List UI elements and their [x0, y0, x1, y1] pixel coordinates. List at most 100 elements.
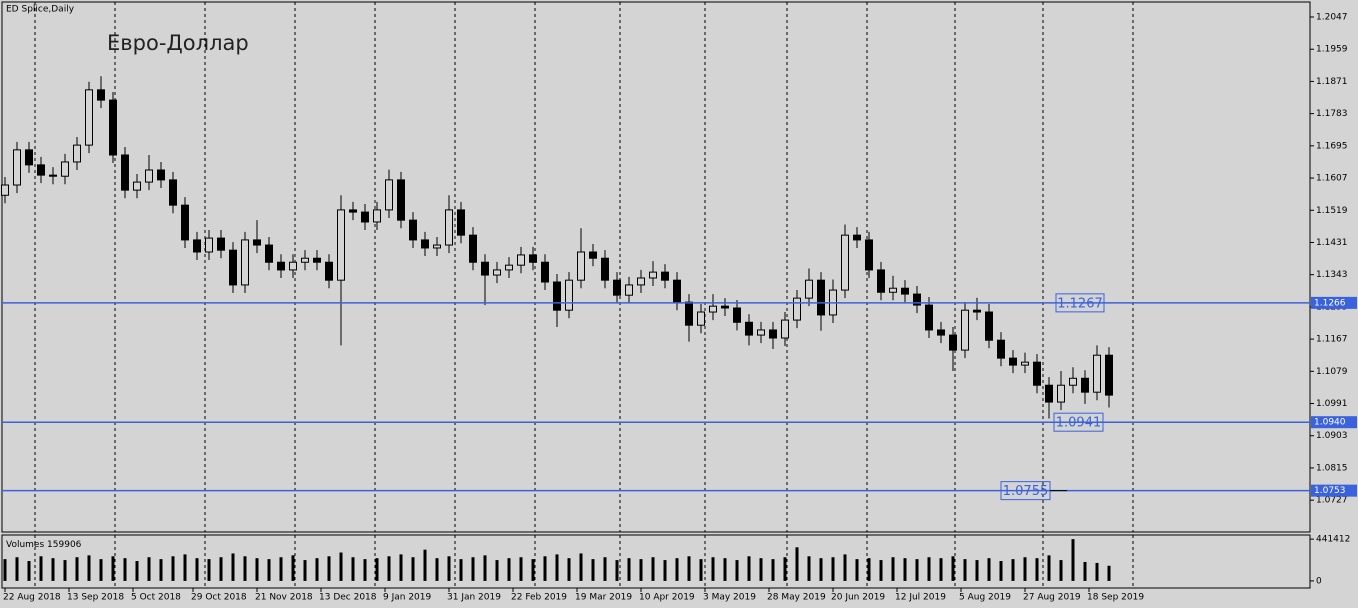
candle-body — [301, 257, 309, 263]
candle-body — [445, 209, 453, 246]
candle-body — [181, 204, 189, 241]
x-tick-label: 29 Oct 2018 — [191, 593, 247, 603]
candle-body — [1009, 357, 1017, 366]
candle-body — [109, 99, 117, 156]
candle-body — [229, 249, 237, 286]
volume-bar — [963, 559, 967, 581]
volume-last: 159906 — [47, 540, 82, 550]
volume-bar — [387, 556, 391, 581]
price-label-bg — [1311, 416, 1357, 429]
volume-bar — [639, 559, 643, 581]
volume-bar — [15, 557, 19, 581]
volume-bar — [75, 557, 79, 581]
volume-bar — [1071, 539, 1075, 581]
candle-body — [865, 239, 873, 271]
x-tick-label: 3 May 2019 — [703, 593, 756, 603]
volume-bar — [447, 556, 451, 581]
candle-body — [25, 149, 33, 166]
candle-body — [589, 251, 597, 259]
candle-body — [325, 261, 333, 281]
volume-bar — [459, 559, 463, 581]
volume-bar — [519, 557, 523, 581]
volume-bar — [1023, 557, 1027, 581]
volume-bar — [555, 554, 559, 581]
volume-tick-label: 441412 — [1316, 535, 1350, 545]
candle-body — [793, 297, 801, 321]
y-tick-label: 1.1783 — [1316, 109, 1348, 119]
x-tick-label: 18 Sep 2019 — [1087, 593, 1144, 603]
candle-body — [781, 319, 789, 339]
volume-bar — [243, 556, 247, 581]
candle-body — [133, 181, 141, 191]
volume-bar — [87, 555, 91, 581]
volume-bar — [615, 560, 619, 581]
candle-body — [949, 334, 957, 351]
candle-body — [745, 321, 753, 336]
volume-bar — [531, 559, 535, 581]
line-label: 1.1267 — [1057, 296, 1103, 311]
x-tick-label: 13 Sep 2018 — [67, 593, 124, 603]
candle-body — [253, 239, 261, 246]
volume-bar — [231, 553, 235, 581]
volume-bar — [591, 559, 595, 581]
y-tick-label: 1.0903 — [1316, 431, 1348, 441]
x-tick-label: 27 Aug 2019 — [1023, 593, 1081, 603]
candle-body — [757, 329, 765, 336]
candle-body — [313, 257, 321, 263]
candle-body — [349, 209, 357, 213]
volume-bar — [315, 558, 319, 581]
candle-body — [457, 209, 465, 236]
volume-bar — [819, 558, 823, 581]
volume-bar — [795, 547, 799, 581]
y-tick-label: 1.2047 — [1316, 13, 1348, 23]
volume-bar — [1095, 562, 1099, 581]
y-tick-label: 1.1695 — [1316, 141, 1348, 151]
volume-bar — [423, 549, 427, 581]
volume-bar — [687, 556, 691, 581]
volume-bar — [327, 556, 331, 581]
x-tick-label: 21 Nov 2018 — [255, 593, 313, 603]
volume-bar — [39, 556, 43, 581]
volume-bar — [927, 557, 931, 581]
volume-bar — [483, 555, 487, 581]
candle-body — [925, 304, 933, 331]
volume-bar — [951, 556, 955, 581]
candle-body — [97, 89, 105, 101]
y-tick-label: 1.1607 — [1316, 174, 1348, 184]
candle-body — [193, 239, 201, 253]
volume-bar — [507, 558, 511, 581]
volume-bar — [975, 560, 979, 581]
candle-body — [385, 179, 393, 211]
volume-bar — [663, 560, 667, 581]
volume-bar — [627, 558, 631, 581]
volume-bar — [363, 559, 367, 581]
y-tick-label: 1.1959 — [1316, 45, 1348, 55]
candle-body — [169, 179, 177, 206]
volume-bar — [63, 560, 67, 581]
x-tick-label: 9 Jan 2019 — [383, 593, 431, 603]
candle-body — [289, 261, 297, 271]
candle-body — [529, 254, 537, 263]
y-tick-label: 1.1519 — [1316, 206, 1348, 216]
volume-bar — [855, 559, 859, 581]
volume-bar — [543, 556, 547, 581]
candle-body — [565, 279, 573, 311]
volume-bar — [1047, 555, 1051, 581]
candle-body — [1081, 377, 1089, 393]
volume-bar — [711, 557, 715, 581]
candle-body — [577, 251, 585, 281]
candle-body — [265, 244, 273, 263]
candle-body — [709, 305, 717, 313]
candle-body — [157, 169, 165, 181]
volume-bar — [3, 559, 7, 581]
candle-body — [697, 311, 705, 326]
volume-bar — [99, 559, 103, 581]
candle-body — [721, 305, 729, 309]
x-tick-label: 19 Mar 2019 — [575, 593, 632, 603]
x-tick-label: 28 May 2019 — [767, 593, 826, 603]
candle-body — [889, 287, 897, 293]
candle-body — [217, 237, 225, 251]
volume-bar — [183, 554, 187, 581]
volume-bar — [651, 557, 655, 581]
volume-bar — [747, 556, 751, 581]
